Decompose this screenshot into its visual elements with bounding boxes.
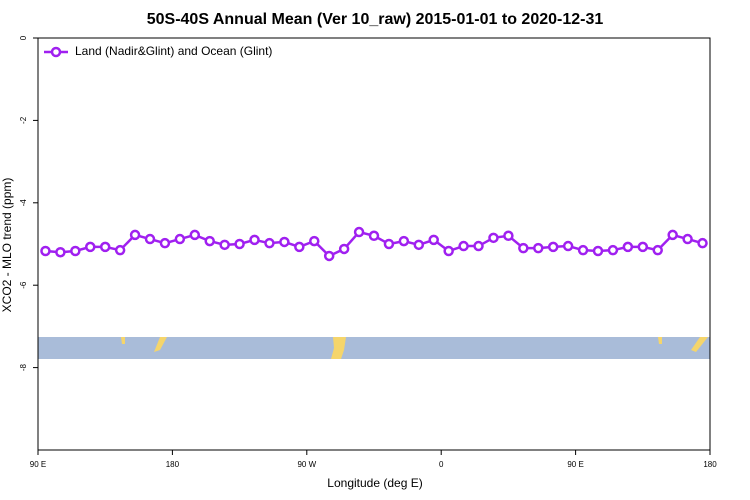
point xyxy=(294,241,305,253)
x-tick-label: 180 xyxy=(166,460,180,469)
point xyxy=(682,233,693,245)
y-axis-label: XCO2 - MLO trend (ppm) xyxy=(0,178,14,313)
point xyxy=(249,234,260,246)
point xyxy=(368,230,380,242)
legend-marker xyxy=(50,46,62,58)
y-tick-label: -8 xyxy=(19,363,28,371)
point xyxy=(622,241,634,253)
point xyxy=(174,233,186,245)
point xyxy=(383,238,395,250)
y-tick-label: -4 xyxy=(19,199,28,207)
point xyxy=(129,229,141,241)
y-tick-label: 0 xyxy=(19,35,28,40)
point xyxy=(40,245,51,257)
point xyxy=(309,235,320,247)
map-strip xyxy=(38,337,710,359)
point xyxy=(428,234,439,246)
x-tick-label: 0 xyxy=(439,460,444,469)
point xyxy=(70,245,81,257)
x-tick-label: 180 xyxy=(703,460,717,469)
point xyxy=(697,237,708,249)
point xyxy=(338,243,350,255)
x-tick-label: 90 E xyxy=(30,460,46,469)
point xyxy=(159,237,171,249)
point xyxy=(189,229,201,241)
point xyxy=(592,245,604,257)
point xyxy=(398,235,410,247)
point xyxy=(503,230,514,242)
point xyxy=(204,235,215,247)
x-tick-label: 90 E xyxy=(567,460,583,469)
point xyxy=(413,239,425,251)
plot-frame xyxy=(37,37,711,451)
point xyxy=(562,240,574,252)
x-axis-label: Longitude (deg E) xyxy=(327,476,422,490)
y-tick-label: -6 xyxy=(19,281,28,289)
point xyxy=(55,246,66,258)
point xyxy=(99,241,111,253)
y-tick-label: -2 xyxy=(19,116,28,124)
point xyxy=(219,239,230,251)
point xyxy=(234,238,245,250)
point xyxy=(637,241,649,253)
point xyxy=(353,226,365,238)
point xyxy=(488,232,499,244)
point xyxy=(114,244,126,256)
point xyxy=(279,236,290,248)
point xyxy=(607,244,619,256)
point xyxy=(458,240,469,252)
point xyxy=(547,241,559,253)
point xyxy=(518,242,529,254)
point xyxy=(473,240,484,252)
point xyxy=(533,242,544,254)
point xyxy=(323,250,335,262)
point xyxy=(264,237,275,249)
point xyxy=(667,229,678,241)
x-tick-label: 90 W xyxy=(297,460,316,469)
point xyxy=(144,233,156,245)
point xyxy=(85,241,96,253)
legend-label: Land (Nadir&Glint) and Ocean (Glint) xyxy=(75,44,272,58)
point xyxy=(652,244,663,256)
point xyxy=(443,245,454,257)
chart-title: 50S-40S Annual Mean (Ver 10_raw) 2015-01… xyxy=(147,11,604,28)
point xyxy=(577,244,589,256)
